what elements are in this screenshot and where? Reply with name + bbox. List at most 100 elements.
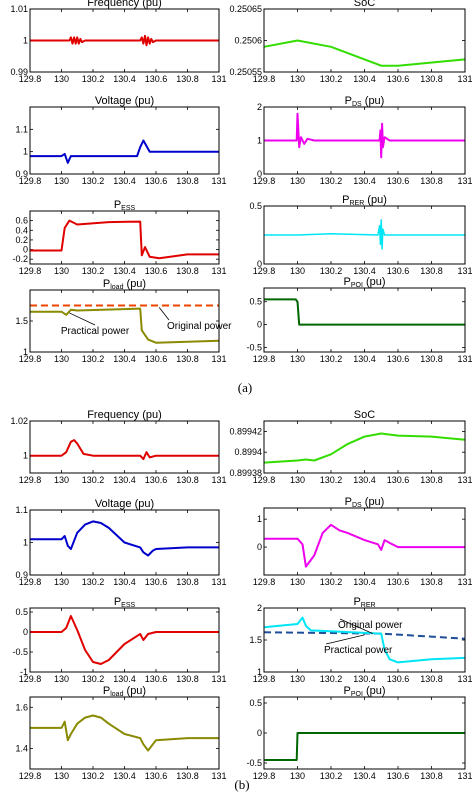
y-tick-label: 0 (257, 728, 262, 738)
y-tick-label: -0.2 (12, 254, 28, 264)
y-tick-label: 0 (257, 259, 262, 269)
chart-title: Frequency (pu) (87, 409, 162, 421)
title-suffix: (pu) (123, 685, 146, 697)
chart-title: Pload (pu) (103, 685, 146, 698)
y-tick-label: 1.01 (10, 4, 28, 14)
x-tick-label: 130.2 (320, 475, 343, 485)
plot-frame (29, 8, 220, 73)
x-tick-label: 131 (211, 674, 226, 684)
x-tick-label: 130.4 (113, 475, 136, 485)
x-tick-label: 130 (54, 354, 69, 364)
title-main: P (353, 596, 360, 608)
x-tick-label: 130.2 (82, 176, 105, 186)
x-tick-label: 130.8 (420, 74, 443, 84)
series-line-0 (264, 219, 465, 250)
y-tick-label: 0.9 (15, 570, 28, 580)
y-tick-label: -0.5 (12, 647, 28, 657)
x-tick-label: 131 (211, 176, 226, 186)
x-tick-label: 130.4 (353, 674, 376, 684)
x-tick-label: 130 (54, 176, 69, 186)
x-tick-label: 129.8 (19, 176, 42, 186)
chart-a1: Frequency (pu) 129.8 130 130.2 130.4 130.6 130… (10, 0, 226, 84)
y-tick-label: -1 (20, 667, 28, 677)
x-tick-label: 129.8 (19, 577, 42, 587)
x-tick-label: 129.8 (253, 577, 276, 587)
plot-frame (263, 507, 466, 576)
caption-a: (a) (238, 380, 252, 395)
x-tick-label: 130.2 (320, 176, 343, 186)
chart-title: PDS (pu) (345, 95, 385, 108)
x-tick-label: 130.2 (82, 771, 105, 781)
x-tick-label: 130.4 (113, 266, 136, 276)
series-line-0 (30, 520, 219, 557)
plot-frame (29, 509, 220, 576)
chart-b3: Voltage (pu) 129.8 130 130.2 130.4 130.6 130.8… (15, 498, 226, 587)
x-tick-label: 130.4 (113, 771, 136, 781)
title-subscript: ESS (121, 602, 135, 609)
y-tick-label: 1 (23, 147, 28, 157)
x-tick-label: 130.4 (353, 771, 376, 781)
y-tick-label: 1.5 (249, 635, 262, 645)
title-subscript: POI (351, 691, 363, 698)
plot-frame (29, 696, 220, 770)
y-tick-label: 1.5 (15, 316, 28, 326)
series-line-0 (264, 732, 465, 761)
plot-frame (29, 289, 220, 353)
x-tick-label: 130.2 (320, 266, 343, 276)
x-tick-label: 130.4 (353, 266, 376, 276)
y-tick-label: 0.4 (15, 225, 28, 235)
plot-frame (263, 205, 466, 265)
chart-title: SoC (354, 0, 375, 9)
chart-title: Voltage (pu) (95, 498, 154, 510)
x-tick-label: 130.8 (176, 577, 199, 587)
x-tick-label: 130 (290, 577, 305, 587)
series-line-0 (264, 112, 465, 159)
x-tick-label: 129.8 (253, 74, 276, 84)
plot-frame (263, 8, 466, 73)
x-tick-label: 131 (457, 674, 472, 684)
y-tick-label: 0.25065 (229, 4, 262, 14)
y-tick-label: 1 (23, 538, 28, 548)
x-tick-label: 130.4 (353, 176, 376, 186)
chart-a4: PDS (pu) 129.8 130 130.2 130.4 130.6 130.8 131 0… (253, 95, 473, 186)
series-line-0 (30, 219, 219, 260)
series-line-0 (263, 432, 466, 464)
x-tick-label: 130 (54, 577, 69, 587)
title-main: SoC (354, 409, 375, 421)
series-line-0 (30, 714, 219, 752)
caption-b: (b) (234, 777, 249, 792)
x-tick-label: 130.2 (320, 354, 343, 364)
x-tick-label: 130 (54, 74, 69, 84)
x-tick-label: 130.6 (145, 771, 168, 781)
chart-title: Voltage (pu) (95, 95, 154, 107)
x-tick-label: 130.4 (353, 354, 376, 364)
chart-b5: PESS 129.8 130 130.2 130.4 130.6 130.8 131 -1 -0.… (12, 596, 226, 684)
x-tick-label: 130 (54, 674, 69, 684)
x-tick-label: 131 (457, 176, 472, 186)
x-tick-label: 131 (457, 771, 472, 781)
y-tick-label: 1.02 (10, 416, 28, 426)
x-tick-label: 130.8 (420, 771, 443, 781)
x-tick-label: 130.6 (387, 771, 410, 781)
chart-b7: Pload (pu) 129.8 130 130.2 130.4 130.6 130.8 13… (15, 685, 226, 781)
title-subscript: RER (361, 602, 376, 609)
title-subscript: RER (349, 200, 364, 207)
series-line-0 (263, 39, 466, 67)
series-line-1 (30, 307, 220, 344)
x-tick-label: 129.8 (253, 475, 276, 485)
x-tick-label: 129.8 (19, 266, 42, 276)
y-tick-label: 0.2 (15, 235, 28, 245)
x-tick-label: 129.8 (253, 354, 276, 364)
y-tick-label: 1.6 (15, 702, 28, 712)
title-subscript: load (110, 284, 123, 291)
y-tick-label: 0.5 (15, 607, 28, 617)
title-main: Frequency (pu) (87, 0, 162, 9)
title-main: P (103, 278, 110, 290)
x-tick-label: 130.4 (353, 475, 376, 485)
x-tick-label: 130.6 (387, 354, 410, 364)
chart-title: PPOI (pu) (343, 276, 385, 289)
series-line-0 (30, 615, 219, 665)
y-tick-label: 0.89938 (229, 468, 262, 478)
annotation-leader (339, 618, 374, 634)
plot-frame (29, 106, 220, 175)
